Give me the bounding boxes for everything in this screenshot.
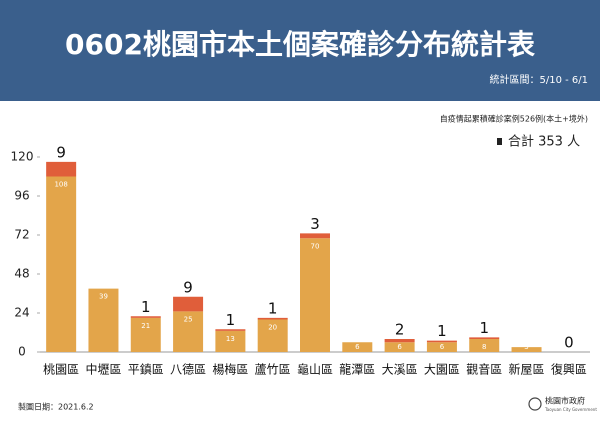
footer: 製圖日期：2021.6.2 xyxy=(18,402,94,412)
source-en: Taoyuan City Government xyxy=(544,407,597,412)
value-label: 6 xyxy=(355,343,360,351)
value-label: 6 xyxy=(440,343,445,351)
bar-segment xyxy=(300,238,330,352)
bar-segment xyxy=(88,288,119,352)
value-label: 25 xyxy=(184,315,193,323)
value-label: 20 xyxy=(268,324,277,332)
value-label: 108 xyxy=(54,181,67,189)
x-tick-label: 平鎮區 xyxy=(128,362,164,377)
bar-segment xyxy=(130,317,161,352)
chart-title: 0602桃園市本土個案確診分布統計表 xyxy=(65,28,535,61)
y-tick-label: 0 xyxy=(18,345,26,359)
value-label: 13 xyxy=(226,335,235,343)
y-tick-label: 120 xyxy=(11,150,34,164)
source: 桃園市政府 xyxy=(545,396,585,406)
y-tick-label: 24 xyxy=(14,306,29,320)
bar-segment xyxy=(46,176,77,352)
y-tick-label: 48 xyxy=(14,267,29,281)
x-tick-label: 楊梅區 xyxy=(212,362,248,377)
bar-segment xyxy=(426,342,457,352)
bar-segment xyxy=(215,330,246,352)
x-tick-label: 龍潭區 xyxy=(339,362,375,377)
bar-segment xyxy=(46,161,77,177)
bar-segment xyxy=(257,319,288,352)
bar-segment xyxy=(511,347,542,352)
value-label: 1 xyxy=(437,322,447,340)
bar-segment xyxy=(300,233,330,239)
note: 自疫情起累積確診案例526例(本土+境外) xyxy=(440,114,588,124)
x-tick-label: 蘆竹區 xyxy=(255,363,291,377)
chart-subtitle: 統計區間：5/10 - 6/1 xyxy=(489,73,588,86)
x-tick-label: 新屋區 xyxy=(509,362,545,377)
value-label: 1 xyxy=(479,319,489,337)
bar-segment xyxy=(173,311,204,352)
value-label: 3 xyxy=(524,343,528,351)
total-label: 合計 353 人 xyxy=(508,134,580,150)
x-tick-label: 龜山區 xyxy=(297,363,333,377)
bar-segment xyxy=(342,342,373,352)
y-tick-label: 96 xyxy=(14,189,29,203)
total-marker xyxy=(497,138,502,145)
x-tick-label: 復興區 xyxy=(551,362,587,377)
x-tick-label: 大園區 xyxy=(424,363,460,377)
value-label: 1 xyxy=(226,311,236,329)
value-label: 70 xyxy=(311,242,320,250)
bar-segment xyxy=(257,317,288,320)
value-label: 9 xyxy=(56,143,66,161)
x-tick-label: 桃園區 xyxy=(43,362,79,377)
value-label: 6 xyxy=(397,343,402,351)
value-label: 1 xyxy=(141,298,151,316)
value-label: 9 xyxy=(183,278,193,296)
value-label: 0 xyxy=(564,334,574,352)
value-label: 39 xyxy=(99,293,108,301)
bar-segment xyxy=(469,337,500,339)
value-label: 8 xyxy=(482,343,486,351)
value-label: 21 xyxy=(141,322,150,330)
value-label: 2 xyxy=(395,321,405,339)
x-tick-label: 大溪區 xyxy=(382,363,418,377)
bar-segment xyxy=(130,316,161,318)
header-band xyxy=(0,0,600,101)
bar-segment xyxy=(215,329,246,331)
x-tick-label: 觀音區 xyxy=(466,362,502,377)
y-tick-label: 72 xyxy=(14,228,29,242)
bar-segment xyxy=(384,339,415,343)
bar-segment xyxy=(173,296,204,312)
bar-segment xyxy=(469,339,500,352)
bar-segment xyxy=(384,342,415,352)
value-label: 3 xyxy=(310,215,320,233)
x-tick-label: 中壢區 xyxy=(85,362,121,377)
value-label: 1 xyxy=(268,299,278,317)
logo xyxy=(528,397,542,411)
x-tick-label: 八德區 xyxy=(170,362,206,377)
bar-segment xyxy=(426,340,457,343)
